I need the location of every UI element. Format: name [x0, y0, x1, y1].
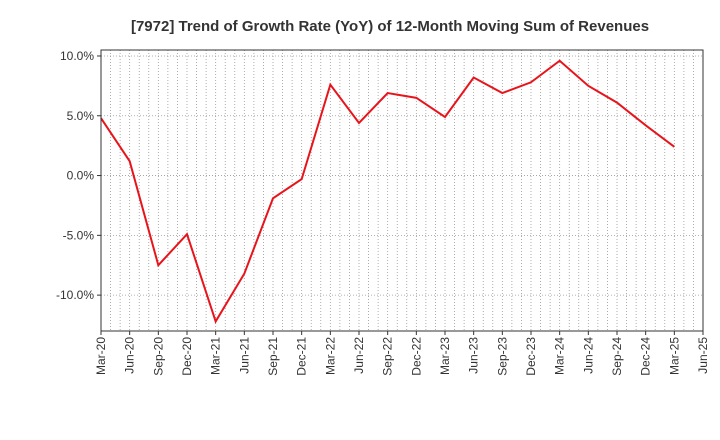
y-tick-label: -5.0%	[63, 228, 95, 242]
y-tick-label: -10.0%	[56, 288, 94, 302]
x-tick-label: Dec-22	[409, 337, 423, 376]
x-tick-label: Mar-24	[553, 337, 567, 375]
y-tick-label: 0.0%	[67, 169, 95, 183]
x-tick-label: Sep-22	[381, 337, 395, 376]
y-axis-ticks: 10.0% 5.0% 0.0% -5.0% -10.0%	[56, 49, 101, 302]
series-line	[100, 59, 675, 324]
x-tick-label: Dec-21	[295, 337, 309, 376]
x-tick-label: Mar-20	[94, 337, 108, 375]
x-tick-label: Jun-20	[123, 337, 137, 374]
x-tick-label: Jun-24	[581, 337, 595, 374]
x-tick-label: Jun-21	[237, 337, 251, 374]
x-tick-label: Sep-24	[610, 337, 624, 376]
x-tick-label: Jun-25	[696, 337, 710, 374]
x-tick-label: Mar-21	[209, 337, 223, 375]
x-tick-label: Dec-23	[524, 337, 538, 376]
x-tick-label: Sep-23	[495, 337, 509, 376]
x-tick-label: Dec-20	[180, 337, 194, 376]
x-tick-label: Dec-24	[639, 337, 653, 376]
x-tick-label: Mar-22	[323, 337, 337, 375]
x-tick-label: Sep-20	[151, 337, 165, 376]
grid	[100, 50, 704, 331]
x-axis-ticks: Mar-20 Jun-20 Sep-20 Dec-20 Mar-21 Jun-21 Sep-…	[94, 331, 710, 376]
y-tick-label: 5.0%	[67, 109, 95, 123]
x-tick-label: Mar-23	[438, 337, 452, 375]
series-layer	[100, 59, 675, 324]
y-tick-label: 10.0%	[60, 49, 94, 63]
x-tick-label: Mar-25	[667, 337, 681, 375]
x-tick-label: Jun-23	[467, 337, 481, 374]
chart-title: [7972] Trend of Growth Rate (YoY) of 12-…	[131, 18, 649, 35]
x-tick-label: Jun-22	[352, 337, 366, 374]
plot-frame	[100, 49, 704, 332]
x-tick-label: Sep-21	[266, 337, 280, 376]
